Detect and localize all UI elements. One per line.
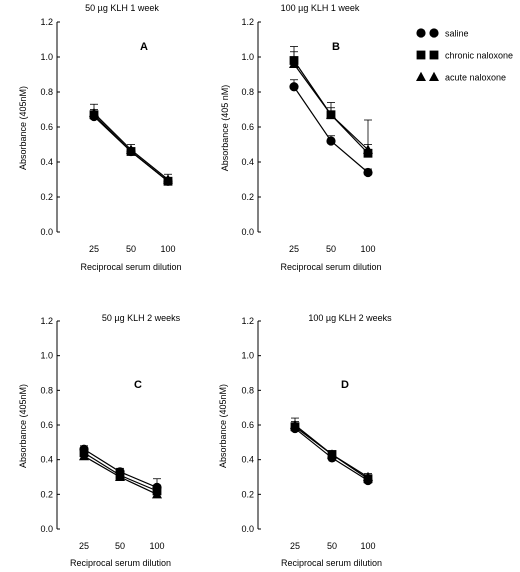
x-tick-label: 50 [327,541,337,551]
y-tick-label: 0.4 [241,455,254,465]
panel-title: 100 µg KLH 1 week [281,3,360,13]
y-axis-label: Absorbance (405nM) [218,384,228,468]
panel-letter: C [134,379,142,391]
y-tick-label: 1.2 [241,316,254,326]
y-tick-label: 0.8 [241,87,254,97]
x-tick-label: 25 [89,244,99,254]
data-point [363,167,373,178]
series-acute-naloxone [289,46,373,154]
legend-label: saline [445,29,469,39]
data-point [327,449,337,459]
y-tick-label: 1.0 [241,351,254,361]
y-tick-label: 0.6 [40,122,53,132]
legend-marker [416,50,426,60]
y-tick-label: 0.4 [40,157,53,167]
y-tick-label: 0.0 [241,524,254,534]
data-point [290,419,300,429]
data-point [289,58,299,68]
legend-marker [429,50,439,60]
x-tick-label: 100 [160,244,175,254]
legend-marker [429,71,439,81]
y-tick-label: 0.8 [241,385,254,395]
legend-label: acute naloxone [445,73,506,83]
x-tick-label: 50 [126,244,136,254]
panel-title: 100 µg KLH 2 weeks [308,313,392,323]
chart-panels: 0.0 0.2 0.4 0.6 0.8 1.0 1.2 25 50 100 50 µg KLH 1 … [18,3,392,568]
data-point [152,489,162,499]
y-tick-label: 0.6 [241,420,254,430]
x-tick-label: 25 [289,244,299,254]
y-tick-label: 0.4 [40,455,53,465]
x-tick-label: 100 [360,244,375,254]
series-line [293,86,369,173]
series-chronic-naloxone [79,448,162,496]
y-tick-label: 0.0 [40,524,53,534]
legend-item: saline [416,28,469,39]
x-tick-label: 100 [360,541,375,551]
x-axis-label: Reciprocal serum dilution [281,558,382,568]
y-tick-label: 0.0 [40,227,53,237]
panel-letter: A [140,41,148,53]
legend-marker [416,28,426,38]
data-point [289,82,299,92]
y-tick-label: 0.8 [40,385,53,395]
y-tick-label: 0.0 [241,227,254,237]
legend: saline chronic naloxone acute naloxone [416,28,513,83]
y-axis-label: Absorbance (405nM) [18,86,28,170]
y-tick-label: 1.2 [241,17,254,27]
legend-item: acute naloxone [416,71,506,83]
panel-title: 50 µg KLH 1 week [85,3,159,13]
y-tick-label: 0.6 [241,122,254,132]
x-tick-label: 25 [79,541,89,551]
panel-title: 50 µg KLH 2 weeks [102,313,181,323]
panel-c: 0.0 0.2 0.4 0.6 0.8 1.0 1.2 25 50 100 50 µg KLH 2 … [18,313,181,568]
panel-letter: D [341,379,349,391]
panel-b: 0.0 0.2 0.4 0.6 0.8 1.0 1.2 25 50 100 100 µg KLH 1… [220,3,382,272]
panel-letter: B [332,41,340,53]
x-tick-label: 100 [149,541,164,551]
panel-a: 0.0 0.2 0.4 0.6 0.8 1.0 1.2 25 50 100 50 µg KLH 1 … [18,3,182,272]
y-tick-label: 0.2 [40,192,53,202]
data-point [326,136,336,146]
y-tick-label: 1.0 [40,351,53,361]
legend-marker [429,28,439,38]
legend-label: chronic naloxone [445,51,513,61]
y-tick-label: 0.2 [241,489,254,499]
data-point [79,451,89,461]
x-axis-label: Reciprocal serum dilution [280,262,381,272]
y-axis-label: Absorbance (405 nM) [220,85,230,172]
series-saline [289,79,373,178]
y-tick-label: 0.4 [241,157,254,167]
legend-item: chronic naloxone [416,50,513,61]
series-acute-naloxone [290,417,373,481]
x-tick-label: 50 [115,541,125,551]
series-acute-naloxone [79,450,162,499]
y-tick-label: 0.2 [40,489,53,499]
data-point [126,144,136,154]
y-tick-label: 0.2 [241,192,254,202]
y-axis-label: Absorbance (405nM) [18,384,28,468]
x-tick-label: 25 [290,541,300,551]
x-axis-label: Reciprocal serum dilution [70,558,171,568]
y-tick-label: 1.2 [40,316,53,326]
y-tick-label: 1.0 [40,52,53,62]
panel-d: 0.0 0.2 0.4 0.6 0.8 1.0 1.2 25 50 100 100 µg KLH 2… [218,313,392,568]
data-point [89,107,99,117]
data-point [115,471,125,481]
data-point [363,144,373,154]
data-point [163,174,173,184]
legend-marker [416,71,426,81]
data-point [363,471,373,481]
y-tick-label: 1.2 [40,17,53,27]
y-tick-label: 0.8 [40,87,53,97]
series-acute-naloxone [89,103,173,184]
y-tick-label: 0.6 [40,420,53,430]
series-saline [79,444,162,492]
x-axis-label: Reciprocal serum dilution [80,262,181,272]
x-tick-label: 50 [326,244,336,254]
data-point [326,109,336,119]
y-tick-label: 1.0 [241,52,254,62]
